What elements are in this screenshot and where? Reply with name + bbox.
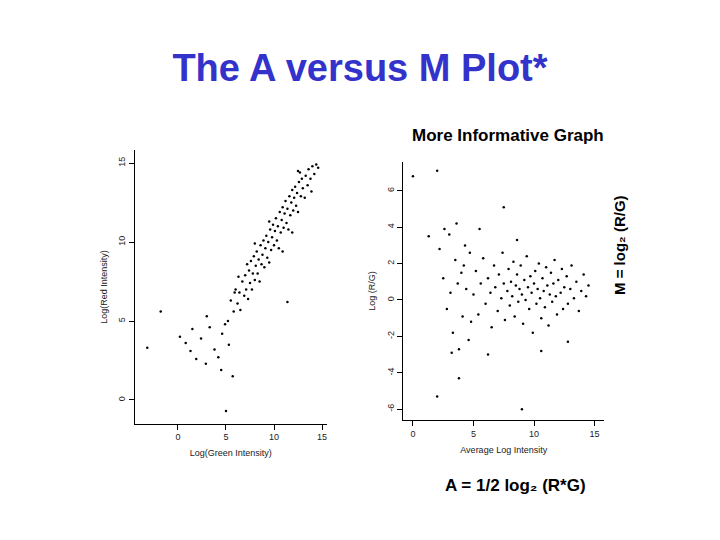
svg-text:Log(Red Intensity): Log(Red Intensity) bbox=[99, 250, 109, 324]
svg-text:4: 4 bbox=[386, 223, 396, 228]
svg-text:15: 15 bbox=[117, 157, 127, 167]
svg-text:Average Log Intensity: Average Log Intensity bbox=[460, 445, 547, 455]
svg-text:Log(Green Intensity): Log(Green Intensity) bbox=[190, 448, 272, 458]
svg-text:-2: -2 bbox=[386, 331, 396, 339]
svg-text:0: 0 bbox=[117, 396, 127, 401]
svg-text:Log (R/G): Log (R/G) bbox=[367, 271, 377, 311]
svg-text:5: 5 bbox=[471, 429, 476, 439]
svg-text:0: 0 bbox=[175, 432, 180, 442]
svg-text:15: 15 bbox=[590, 429, 600, 439]
svg-text:A = 1/2 log₂ (R*G): A = 1/2 log₂ (R*G) bbox=[445, 476, 586, 495]
svg-text:0: 0 bbox=[386, 296, 396, 301]
svg-text:10: 10 bbox=[529, 429, 539, 439]
svg-text:10: 10 bbox=[269, 432, 279, 442]
svg-text:More Informative Graph: More Informative Graph bbox=[412, 126, 604, 145]
svg-text:-4: -4 bbox=[386, 367, 396, 375]
svg-text:6: 6 bbox=[386, 187, 396, 192]
svg-text:5: 5 bbox=[223, 432, 228, 442]
svg-text:-6: -6 bbox=[386, 404, 396, 412]
svg-text:The A versus M Plot*: The A versus M Plot* bbox=[172, 47, 547, 89]
svg-text:M = log₂ (R/G): M = log₂ (R/G) bbox=[611, 195, 628, 295]
svg-text:5: 5 bbox=[117, 317, 127, 322]
svg-text:2: 2 bbox=[386, 260, 396, 265]
svg-text:10: 10 bbox=[117, 236, 127, 246]
svg-text:15: 15 bbox=[317, 432, 327, 442]
svg-text:0: 0 bbox=[410, 429, 415, 439]
